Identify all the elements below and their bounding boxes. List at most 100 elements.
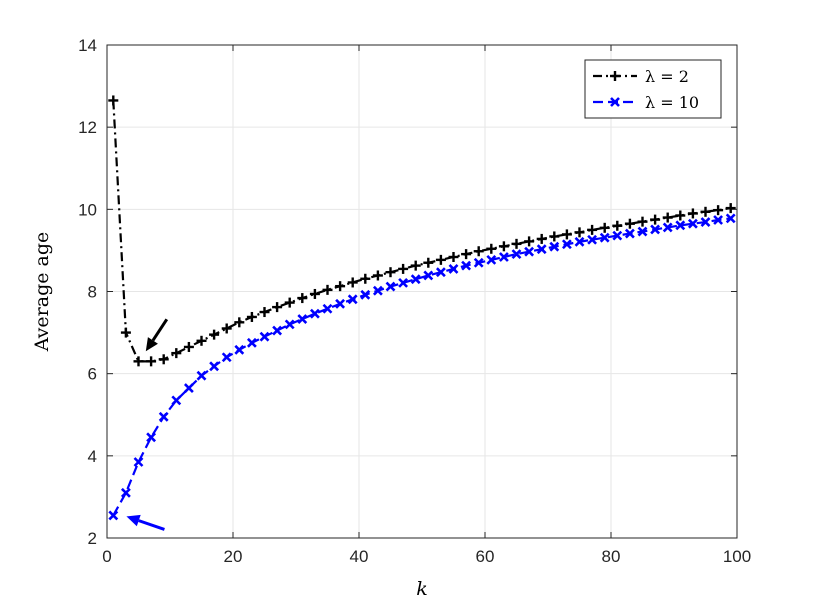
series-1-point bbox=[360, 289, 371, 300]
series-0-point bbox=[120, 327, 131, 338]
y-tick-label: 4 bbox=[88, 447, 97, 466]
series-1-point bbox=[272, 325, 283, 336]
series-1-point bbox=[171, 395, 182, 406]
series-0-point bbox=[549, 231, 560, 242]
series-0-point bbox=[624, 218, 635, 229]
series-1-point bbox=[511, 249, 522, 260]
series-1-point bbox=[347, 294, 358, 305]
series-0-point bbox=[524, 236, 535, 247]
series-0-point bbox=[473, 246, 484, 257]
x-tick-label: 40 bbox=[350, 547, 369, 566]
series-0-point bbox=[133, 356, 144, 367]
x-tick-label: 60 bbox=[476, 547, 495, 566]
series-0-point bbox=[725, 203, 736, 214]
series-0-point bbox=[410, 260, 421, 271]
series-1-point bbox=[448, 263, 459, 274]
annotation-arrow-black bbox=[145, 318, 169, 352]
series-1-point bbox=[725, 213, 736, 224]
legend-label-0: λ = 2 bbox=[645, 67, 689, 86]
series-1-point bbox=[146, 432, 157, 443]
series-0-point bbox=[461, 249, 472, 260]
series-0-point bbox=[700, 206, 711, 217]
series-0-point bbox=[209, 329, 220, 340]
x-tick-label: 20 bbox=[224, 547, 243, 566]
series-0-point bbox=[587, 224, 598, 235]
legend-marker-0 bbox=[610, 71, 620, 81]
series-1-point bbox=[574, 236, 585, 247]
series-1-point bbox=[435, 267, 446, 278]
series-1-point bbox=[246, 337, 257, 348]
ticks: 0 20 40 60 80 100 2 4 6 8 10 12 14 bbox=[78, 36, 751, 566]
series-0-point bbox=[423, 257, 434, 268]
series-1-point bbox=[536, 244, 547, 255]
series-0-point bbox=[448, 251, 459, 262]
series-0-point bbox=[259, 307, 270, 318]
series-1-point bbox=[612, 230, 623, 241]
series-1-point bbox=[637, 226, 648, 237]
series-0-point bbox=[322, 284, 333, 295]
series-1-point bbox=[209, 361, 220, 372]
x-tick-label: 100 bbox=[723, 547, 751, 566]
series-0-point bbox=[196, 335, 207, 346]
series-0-point bbox=[221, 323, 232, 334]
series-0-point bbox=[183, 341, 194, 352]
series-1-point bbox=[524, 246, 535, 257]
y-tick-label: 6 bbox=[88, 365, 97, 384]
series-0-point bbox=[486, 243, 497, 254]
series-1-point bbox=[221, 352, 232, 363]
series-0-point bbox=[650, 214, 661, 225]
series-1-point bbox=[561, 239, 572, 250]
series-0-point bbox=[309, 288, 320, 299]
series-1-point bbox=[473, 257, 484, 268]
series-0-point bbox=[435, 254, 446, 265]
series-0-point bbox=[662, 212, 673, 223]
series-0-point bbox=[284, 297, 295, 308]
series-1-point bbox=[234, 344, 245, 355]
series-1-point bbox=[624, 228, 635, 239]
series-1-point bbox=[108, 510, 119, 521]
series-1-point bbox=[297, 314, 308, 324]
series-1-point bbox=[423, 270, 434, 281]
series-0-point bbox=[637, 216, 648, 227]
series-0-point bbox=[687, 208, 698, 219]
series-1-point bbox=[398, 277, 409, 288]
series-1-point bbox=[662, 222, 673, 233]
series-1-point bbox=[486, 254, 497, 265]
y-tick-label: 14 bbox=[78, 36, 97, 55]
series-1-point bbox=[461, 260, 472, 271]
series-0-point bbox=[713, 205, 724, 216]
series-1-point bbox=[498, 252, 509, 262]
y-tick-label: 8 bbox=[88, 283, 97, 302]
series-1-point bbox=[322, 303, 333, 314]
y-axis-label: Average age bbox=[31, 232, 53, 353]
annotations-layer bbox=[126, 318, 169, 531]
series-1-point bbox=[158, 411, 169, 422]
series-0-point bbox=[574, 227, 585, 238]
legend: λ = 2 λ = 10 bbox=[584, 59, 722, 119]
series-1-point bbox=[675, 220, 686, 231]
series-1-point bbox=[713, 215, 724, 225]
series-0-point bbox=[108, 95, 119, 106]
markers-layer bbox=[108, 95, 736, 521]
y-tick-label: 12 bbox=[78, 118, 97, 137]
series-0-point bbox=[561, 229, 572, 240]
series-1-point bbox=[284, 319, 295, 330]
series-1-point bbox=[385, 281, 396, 292]
series-0-point bbox=[272, 302, 283, 313]
legend-marker-1 bbox=[610, 97, 620, 107]
series-0-point bbox=[536, 233, 547, 244]
series-1-point bbox=[259, 331, 270, 342]
y-tick-label: 10 bbox=[78, 200, 97, 219]
series-1-point bbox=[120, 487, 131, 498]
series-1-point bbox=[309, 308, 320, 319]
series-0-point bbox=[360, 273, 371, 284]
series-1-point bbox=[183, 383, 194, 393]
series-0-point bbox=[335, 281, 346, 292]
series-0-point bbox=[599, 222, 610, 233]
series-1-point bbox=[587, 234, 598, 245]
series-1-point bbox=[196, 370, 207, 381]
series-0-point bbox=[297, 293, 308, 304]
series-0-point bbox=[398, 263, 409, 274]
series-0-point bbox=[246, 311, 257, 322]
